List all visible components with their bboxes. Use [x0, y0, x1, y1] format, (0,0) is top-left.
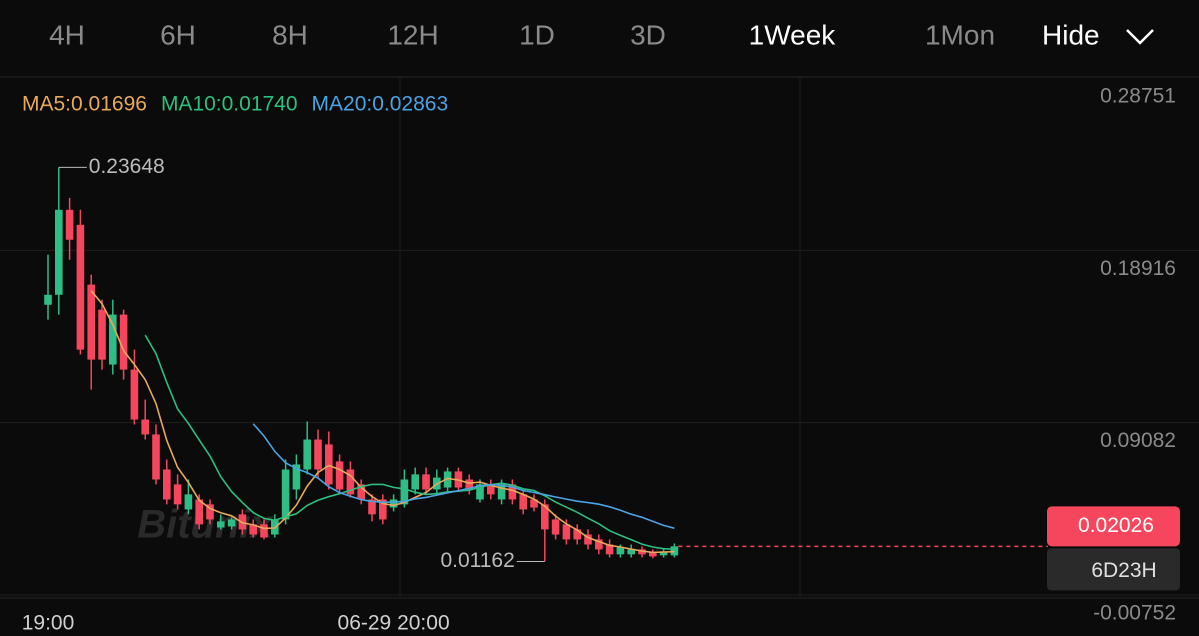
candle-body [184, 494, 193, 510]
candle-body [206, 504, 214, 520]
candle-body [422, 474, 430, 490]
candle-body [152, 434, 160, 480]
candle-body [530, 499, 538, 508]
x-tick-label: 06-29 20:00 [338, 612, 450, 635]
countdown: 6D23H [1091, 559, 1156, 582]
last-price-box [1047, 506, 1180, 547]
candle-body [260, 524, 268, 538]
candle-body [487, 484, 495, 495]
candle-body [595, 539, 603, 550]
y-tick-label: 0.09082 [1100, 429, 1176, 452]
y-tick-label: 0.18916 [1100, 257, 1176, 280]
candle-body [303, 439, 311, 470]
x-tick-label: 19:00 [22, 612, 75, 635]
candle-body [281, 469, 290, 520]
candle-body [497, 484, 506, 500]
candle-body [98, 309, 106, 360]
tab[interactable]: 3D [630, 19, 666, 50]
candle-body [195, 499, 203, 525]
tab[interactable]: 1Mon [925, 19, 995, 50]
candle-body [551, 519, 560, 535]
candle-body [217, 521, 225, 528]
candle-body [573, 529, 581, 540]
candle-body [605, 544, 614, 555]
candle-body [346, 469, 355, 495]
candle-body [638, 549, 646, 555]
legend-entry: MA5:0.01696 [22, 93, 147, 116]
candle-body [659, 552, 668, 556]
candle-body [249, 524, 257, 535]
candle-body [508, 484, 517, 500]
candle-body [584, 534, 592, 545]
candle-body [55, 209, 63, 295]
candle-body [627, 549, 635, 555]
ma-line [144, 334, 675, 550]
candle-body [649, 552, 657, 557]
candle-body [119, 314, 128, 370]
tab[interactable]: 1Week [749, 19, 837, 50]
candle-body [389, 499, 398, 508]
candle-body [519, 494, 527, 510]
candle-body [87, 284, 95, 360]
legend-entry: MA20:0.02863 [312, 93, 449, 116]
hide-button[interactable]: Hide [1042, 19, 1100, 50]
candle-body [76, 224, 85, 350]
candle-body [541, 504, 549, 530]
candle-body [335, 461, 344, 490]
candle-body [670, 546, 679, 556]
countdown-box [1047, 548, 1180, 591]
candle-body [368, 499, 376, 515]
candle-body [325, 444, 333, 485]
candle-body [65, 209, 74, 240]
candle-body [292, 464, 301, 490]
min-label: 0.01162 [440, 549, 514, 572]
ma-line [90, 290, 675, 554]
y-tick-label: -0.00752 [1093, 602, 1176, 625]
candle-body [400, 479, 409, 505]
candle-body [314, 439, 322, 470]
candle-body [616, 547, 625, 555]
chevron-icon[interactable] [1126, 29, 1154, 45]
y-tick-label: 0.28751 [1100, 85, 1176, 108]
candle-body [227, 519, 236, 527]
candle-body [562, 524, 571, 540]
candle-body [44, 294, 52, 305]
tab[interactable]: 1D [519, 19, 555, 50]
candle-body [476, 484, 484, 500]
candle-body [379, 499, 387, 520]
candle-body [141, 419, 149, 435]
candle-body [411, 474, 419, 490]
candle-body [357, 484, 365, 500]
tab[interactable]: 8H [272, 19, 308, 50]
tab[interactable]: 4H [49, 19, 85, 50]
candle-body [465, 479, 473, 490]
candle-body [173, 484, 182, 505]
candle-body [443, 471, 452, 488]
max-label: 0.23648 [89, 155, 165, 178]
candle-body [130, 369, 139, 420]
candle-body [163, 469, 171, 500]
tab[interactable]: 6H [160, 19, 196, 50]
ma-line [252, 423, 675, 529]
candle-body [109, 314, 117, 365]
legend-entry: MA10:0.01740 [161, 93, 298, 116]
tab[interactable]: 12H [387, 19, 438, 50]
last-price-label: 0.02026 [1078, 514, 1154, 537]
